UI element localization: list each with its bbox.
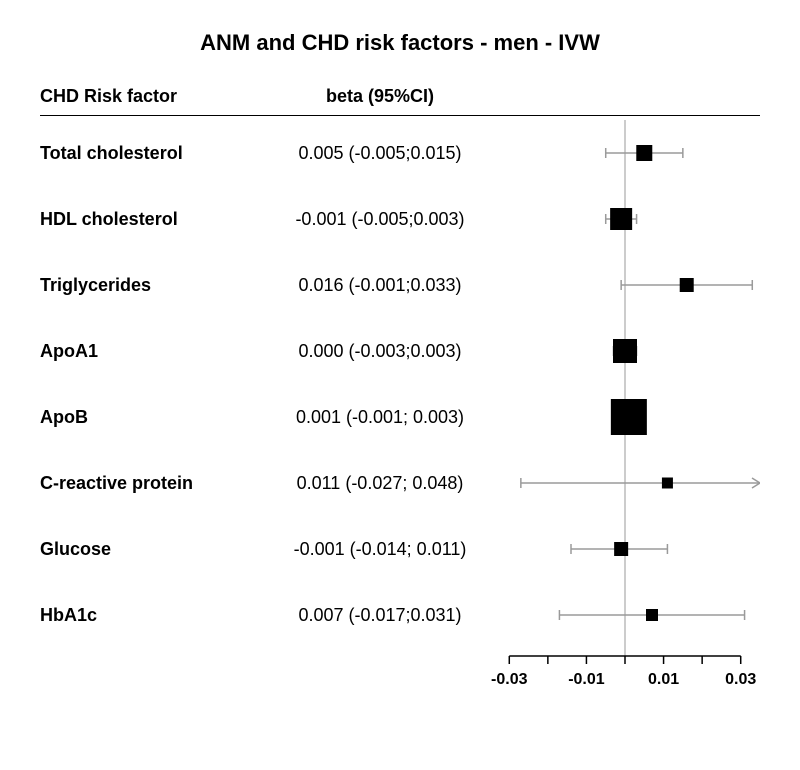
axis-tick-label: -0.03 xyxy=(491,671,528,688)
row-plot xyxy=(490,252,760,318)
row-label: ApoA1 xyxy=(40,341,270,362)
row-plot xyxy=(490,318,760,384)
axis-tick-label: 0.03 xyxy=(725,671,756,688)
axis-tick-label: 0.01 xyxy=(648,671,679,688)
point-marker xyxy=(646,609,658,621)
row-stat: 0.007 (-0.017;0.031) xyxy=(270,605,490,626)
point-marker xyxy=(662,478,673,489)
chart-title: ANM and CHD risk factors - men - IVW xyxy=(40,30,760,56)
point-marker xyxy=(614,542,628,556)
row-label: Triglycerides xyxy=(40,275,270,296)
row-stat: -0.001 (-0.005;0.003) xyxy=(270,209,490,230)
row-label: HDL cholesterol xyxy=(40,209,270,230)
x-axis: -0.03 -0.01 0.01 0.03 xyxy=(490,648,760,703)
row-plot xyxy=(490,450,760,516)
forest-plot-body: Total cholesterol0.005 (-0.005;0.015)HDL… xyxy=(40,120,760,648)
forest-row: HbA1c0.007 (-0.017;0.031) xyxy=(40,582,760,648)
row-plot xyxy=(490,582,760,648)
row-stat: 0.016 (-0.001;0.033) xyxy=(270,275,490,296)
forest-row: Total cholesterol0.005 (-0.005;0.015) xyxy=(40,120,760,186)
row-plot xyxy=(490,120,760,186)
point-marker xyxy=(610,208,632,230)
point-marker xyxy=(613,339,637,363)
row-label: C-reactive protein xyxy=(40,473,270,494)
forest-row: ApoB0.001 (-0.001; 0.003) xyxy=(40,384,760,450)
axis-tick-label: -0.01 xyxy=(568,671,605,688)
point-marker xyxy=(680,278,694,292)
forest-plot-container: ANM and CHD risk factors - men - IVW CHD… xyxy=(0,0,800,770)
row-plot xyxy=(490,186,760,252)
row-stat: 0.005 (-0.005;0.015) xyxy=(270,143,490,164)
header-stat: beta (95%CI) xyxy=(270,86,490,107)
point-marker xyxy=(611,399,647,435)
forest-row: C-reactive protein0.011 (-0.027; 0.048) xyxy=(40,450,760,516)
row-label: HbA1c xyxy=(40,605,270,626)
point-marker xyxy=(636,145,652,161)
forest-row: Triglycerides0.016 (-0.001;0.033) xyxy=(40,252,760,318)
forest-row: HDL cholesterol-0.001 (-0.005;0.003) xyxy=(40,186,760,252)
header-plot-spacer xyxy=(490,86,760,107)
row-label: Total cholesterol xyxy=(40,143,270,164)
row-label: ApoB xyxy=(40,407,270,428)
row-label: Glucose xyxy=(40,539,270,560)
axis-area: -0.03 -0.01 0.01 0.03 xyxy=(40,648,760,703)
row-stat: 0.011 (-0.027; 0.048) xyxy=(270,473,490,494)
forest-row: Glucose-0.001 (-0.014; 0.011) xyxy=(40,516,760,582)
forest-row: ApoA10.000 (-0.003;0.003) xyxy=(40,318,760,384)
header-row: CHD Risk factor beta (95%CI) xyxy=(40,86,760,116)
row-plot xyxy=(490,384,760,450)
row-stat: 0.001 (-0.001; 0.003) xyxy=(270,407,490,428)
header-factor: CHD Risk factor xyxy=(40,86,270,107)
row-stat: -0.001 (-0.014; 0.011) xyxy=(270,539,490,560)
row-stat: 0.000 (-0.003;0.003) xyxy=(270,341,490,362)
row-plot xyxy=(490,516,760,582)
